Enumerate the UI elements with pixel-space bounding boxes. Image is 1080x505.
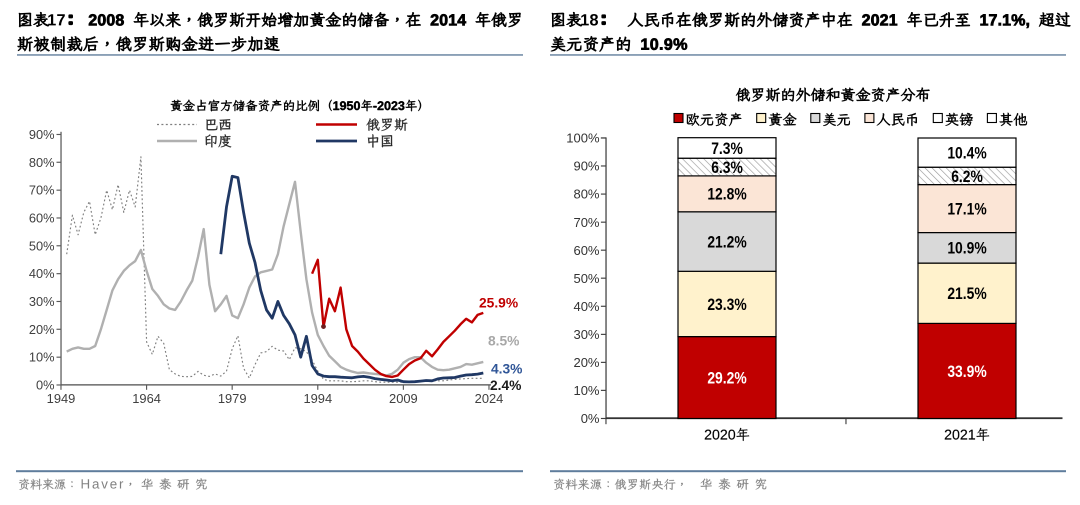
svg-text:10.9%: 10.9%	[947, 240, 986, 258]
svg-text:70%: 70%	[29, 183, 55, 198]
svg-text:29.2%: 29.2%	[707, 369, 746, 387]
svg-text:1994: 1994	[303, 391, 332, 406]
svg-text:33.9%: 33.9%	[947, 363, 986, 381]
svg-text:100%: 100%	[566, 131, 600, 146]
svg-text:1964: 1964	[132, 391, 161, 406]
svg-text:1979: 1979	[218, 391, 247, 406]
svg-text:50%: 50%	[29, 238, 55, 253]
svg-text:12.8%: 12.8%	[707, 186, 746, 204]
svg-text:2024: 2024	[475, 391, 504, 406]
svg-text:21.5%: 21.5%	[947, 285, 986, 303]
svg-text:60%: 60%	[29, 211, 55, 226]
svg-text:4.3%: 4.3%	[491, 362, 522, 377]
svg-text:17.1%: 17.1%	[947, 200, 986, 218]
svg-text:2.4%: 2.4%	[490, 378, 521, 393]
svg-text:40%: 40%	[29, 266, 55, 281]
svg-text:20%: 20%	[29, 322, 55, 337]
svg-text:80%: 80%	[573, 187, 599, 202]
svg-text:40%: 40%	[573, 299, 599, 314]
svg-text:50%: 50%	[573, 271, 599, 286]
svg-text:21.2%: 21.2%	[707, 233, 746, 251]
svg-text:10%: 10%	[29, 350, 55, 365]
svg-text:0%: 0%	[581, 411, 600, 426]
svg-text:1949: 1949	[47, 391, 76, 406]
svg-text:10%: 10%	[573, 383, 599, 398]
svg-text:60%: 60%	[573, 243, 599, 258]
svg-text:2009: 2009	[389, 391, 418, 406]
svg-text:6.2%: 6.2%	[951, 168, 983, 186]
svg-text:30%: 30%	[29, 294, 55, 309]
svg-text:25.9%: 25.9%	[479, 296, 518, 311]
svg-text:8.5%: 8.5%	[488, 334, 519, 349]
svg-text:10.4%: 10.4%	[947, 144, 986, 162]
svg-text:20%: 20%	[573, 355, 599, 370]
svg-text:90%: 90%	[573, 159, 599, 174]
svg-text:6.3%: 6.3%	[711, 159, 743, 177]
svg-text:70%: 70%	[573, 215, 599, 230]
svg-text:0%: 0%	[36, 378, 55, 393]
svg-text:7.3%: 7.3%	[711, 140, 743, 158]
svg-text:80%: 80%	[29, 155, 55, 170]
svg-text:30%: 30%	[573, 327, 599, 342]
svg-text:23.3%: 23.3%	[707, 296, 746, 314]
svg-text:90%: 90%	[29, 127, 55, 142]
